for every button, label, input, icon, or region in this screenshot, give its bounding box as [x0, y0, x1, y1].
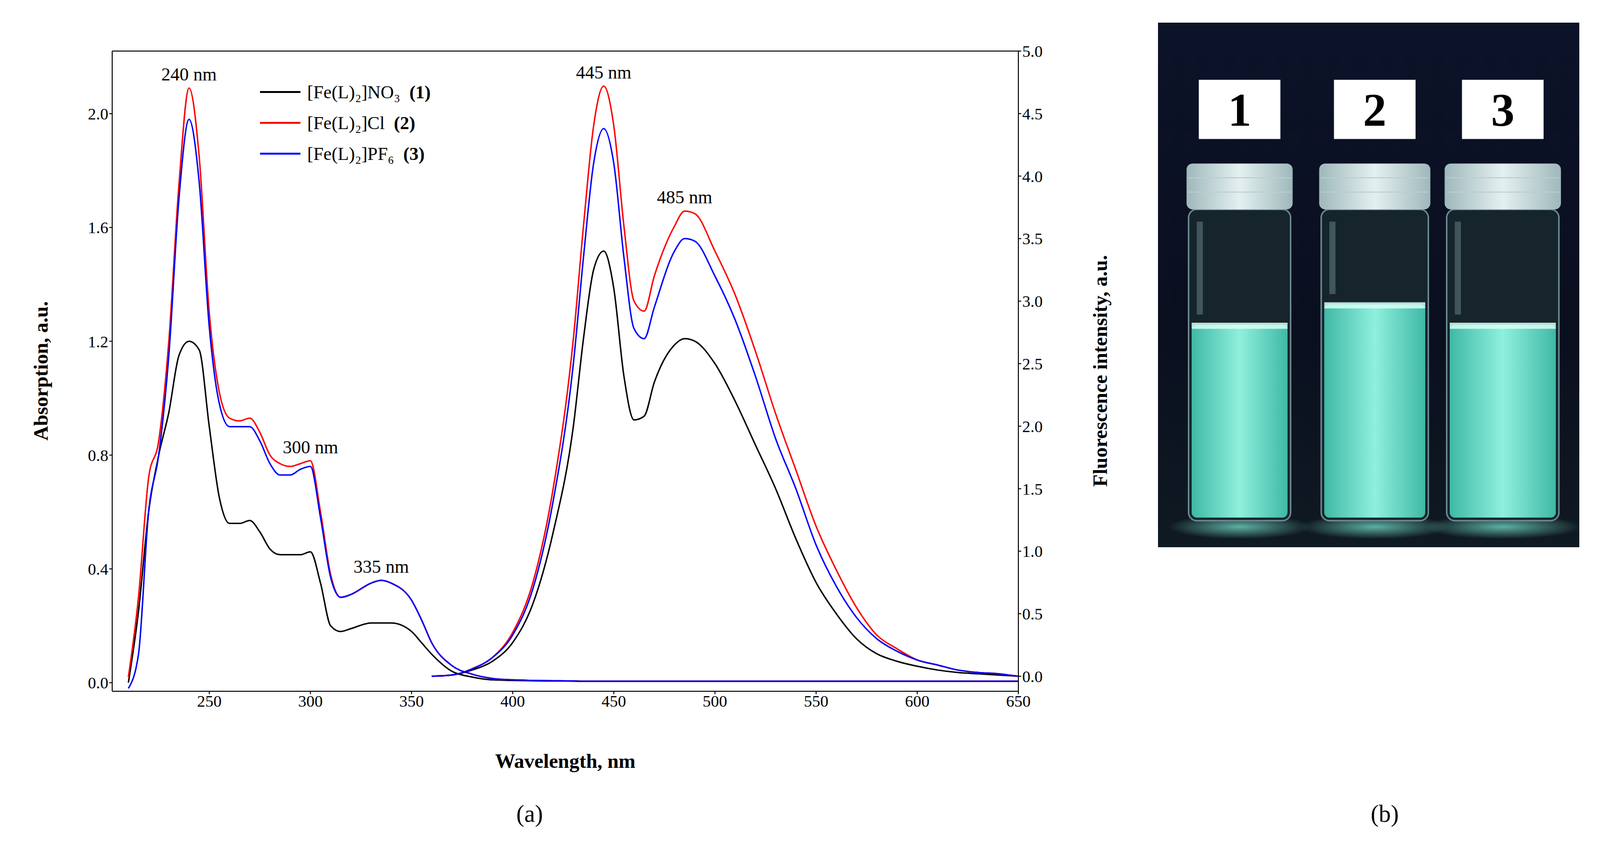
svg-text:450: 450: [601, 691, 626, 710]
svg-text:250: 250: [196, 691, 222, 710]
svg-text:1.6: 1.6: [88, 218, 109, 237]
svg-text:2.5: 2.5: [1022, 354, 1043, 373]
html-text:[Fe(L)₂]Cl: [Fe(L)₂]Cl: [307, 112, 385, 133]
html-text:[Fe(L)₂]NO₃: [Fe(L)₂]NO₃: [307, 81, 401, 103]
html-text:Wavelength, nm: Wavelength, nm: [495, 749, 636, 772]
html-text:(1): (1): [409, 81, 431, 103]
svg-text:5.0: 5.0: [1022, 42, 1043, 61]
svg-text:3.0: 3.0: [1022, 292, 1043, 311]
svg-text:3: 3: [1491, 83, 1515, 136]
svg-text:550: 550: [803, 691, 829, 710]
svg-text:0.8: 0.8: [88, 446, 109, 465]
svg-text:4.0: 4.0: [1022, 167, 1043, 186]
html-text:(b): (b): [1370, 799, 1399, 827]
svg-text:1.0: 1.0: [1022, 542, 1043, 560]
svg-text:335 nm: 335 nm: [353, 556, 409, 577]
svg-text:650: 650: [1006, 691, 1031, 710]
svg-text:500: 500: [702, 691, 728, 710]
svg-text:600: 600: [904, 691, 930, 710]
html-text:Absorption, a.u.: Absorption, a.u.: [29, 301, 53, 441]
html-text:(2): (2): [393, 112, 416, 133]
svg-text:400: 400: [500, 691, 525, 710]
svg-text:4.5: 4.5: [1022, 104, 1043, 123]
svg-text:0.0: 0.0: [1022, 667, 1043, 686]
svg-text:2.0: 2.0: [1022, 417, 1043, 436]
svg-text:1.5: 1.5: [1022, 480, 1043, 498]
svg-text:0.5: 0.5: [1022, 604, 1043, 623]
html-text:[Fe(L)₂]PF₆: [Fe(L)₂]PF₆: [307, 143, 395, 164]
svg-text:1.2: 1.2: [88, 332, 109, 351]
svg-text:350: 350: [399, 691, 424, 710]
svg-text:300 nm: 300 nm: [282, 436, 339, 457]
svg-text:3.5: 3.5: [1022, 229, 1043, 248]
svg-text:2.0: 2.0: [88, 104, 109, 123]
html-text:Fluorescence intensity, a.u.: Fluorescence intensity, a.u.: [1089, 254, 1112, 487]
svg-text:2: 2: [1363, 83, 1387, 136]
svg-text:0.0: 0.0: [88, 673, 109, 692]
svg-text:485 nm: 485 nm: [656, 186, 713, 208]
svg-text:1: 1: [1227, 83, 1252, 136]
svg-text:240 nm: 240 nm: [161, 64, 217, 85]
html-text:(3): (3): [403, 143, 425, 164]
html-text:(a): (a): [516, 799, 544, 827]
svg-text:445 nm: 445 nm: [575, 62, 632, 83]
svg-text:0.4: 0.4: [88, 559, 109, 578]
svg-text:300: 300: [298, 691, 323, 710]
